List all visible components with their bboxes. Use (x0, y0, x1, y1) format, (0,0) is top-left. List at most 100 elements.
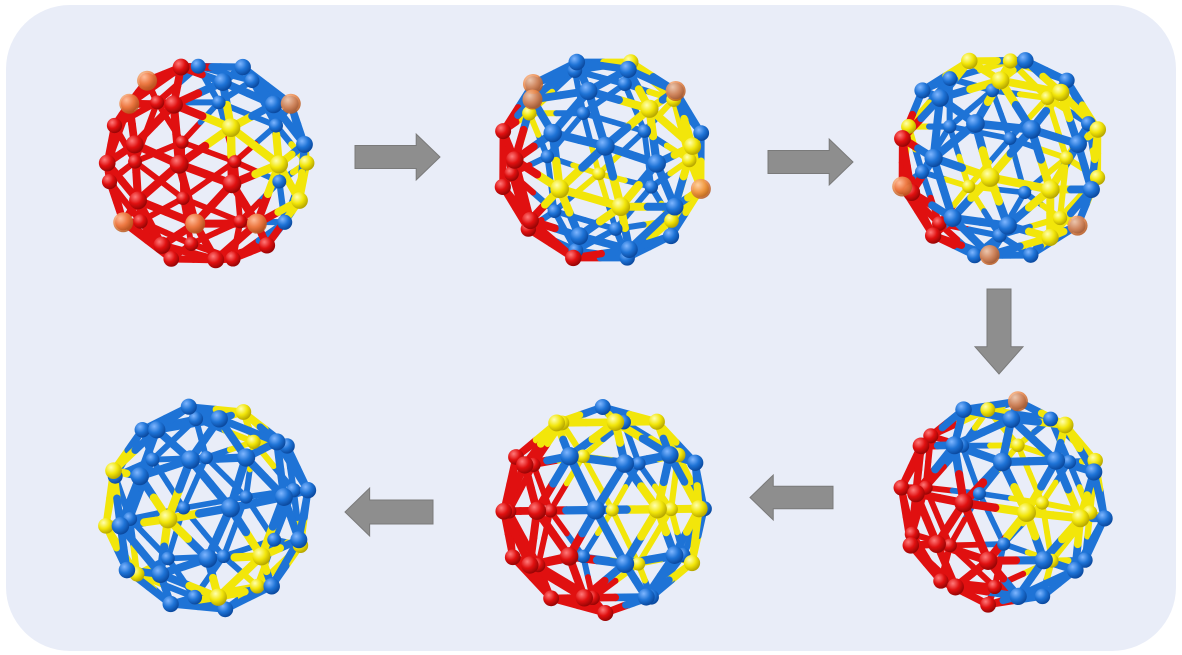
atom-blue (212, 95, 226, 110)
atom-blue (637, 124, 652, 138)
atom-blue (966, 114, 985, 133)
atom-yellow (299, 155, 315, 171)
atom-red (129, 191, 147, 210)
atom-yellow (221, 118, 241, 138)
atom-yellow (1035, 496, 1049, 510)
atom-yellow (1041, 180, 1060, 199)
atom-blue (220, 498, 240, 518)
atom-yellow (592, 167, 606, 181)
atom-red (543, 504, 558, 518)
atom-blue (177, 501, 191, 515)
atom-yellow (1002, 53, 1018, 69)
atom-blue (615, 454, 635, 473)
atom-red (494, 178, 511, 196)
atom-orange (246, 213, 267, 234)
atom-blue (945, 436, 964, 455)
atom-red (125, 135, 144, 154)
atom-blue (216, 549, 231, 564)
atom-blue (644, 180, 659, 194)
atom-blue (1085, 463, 1103, 481)
atom-red (228, 155, 242, 169)
atom-blue (277, 214, 293, 230)
atom-blue (272, 174, 287, 189)
atom-blue (687, 454, 704, 471)
atom-blue (576, 549, 590, 564)
atom-red (505, 151, 524, 169)
cluster-2 (494, 53, 711, 267)
atom-blue (586, 500, 606, 520)
arrow-1-2-arrow (354, 132, 441, 182)
atom-yellow (550, 179, 569, 199)
atom-blue (568, 53, 586, 71)
atom-red (978, 551, 998, 570)
atom-blue (1017, 185, 1032, 200)
atom-yellow (1041, 228, 1059, 247)
atom-yellow (576, 449, 590, 463)
atom-red (575, 589, 594, 607)
atom-blue (1096, 510, 1113, 527)
atom-yellow (1056, 416, 1074, 434)
atom-orange (522, 89, 543, 110)
cluster-4 (893, 391, 1113, 613)
atom-red (521, 211, 539, 230)
atom-yellow (690, 500, 708, 518)
atom-orange (1007, 391, 1028, 412)
atom-yellow (291, 192, 308, 209)
atom-blue (267, 532, 282, 547)
atom-blue (1003, 132, 1017, 146)
atom-blue (236, 448, 256, 467)
atom-red (902, 537, 920, 554)
atom-blue (1077, 552, 1093, 568)
atom-blue (660, 446, 679, 464)
atom-yellow (1089, 121, 1107, 138)
atom-yellow (269, 155, 289, 174)
atom-blue (914, 82, 931, 99)
atom-yellow (961, 179, 976, 194)
atom-red (893, 479, 910, 496)
atom-red (233, 214, 248, 229)
atom-red (504, 166, 519, 182)
atom-blue (637, 588, 655, 606)
atom-blue (1062, 454, 1077, 469)
atom-blue (543, 123, 562, 143)
atom-blue (111, 517, 130, 535)
atom-red (106, 117, 123, 134)
atom-red (172, 58, 190, 76)
atom-orange (1067, 215, 1088, 236)
atom-blue (1069, 135, 1087, 153)
atom-blue (187, 589, 203, 605)
atom-blue (967, 247, 983, 264)
cluster-1 (98, 58, 315, 269)
atom-yellow (664, 502, 678, 517)
atom-yellow (548, 414, 566, 432)
atom-blue (199, 450, 213, 465)
atom-blue (1009, 587, 1027, 605)
atom-blue (576, 106, 590, 120)
atom-red (987, 579, 1002, 595)
atom-red (943, 538, 957, 553)
atom-red (543, 590, 560, 607)
atom-blue (943, 208, 962, 227)
atom-orange (979, 245, 1000, 266)
atom-red (927, 535, 946, 554)
atom-yellow (105, 462, 122, 479)
atom-blue (931, 89, 949, 107)
atom-yellow (1017, 503, 1036, 522)
atom-yellow (1059, 151, 1074, 165)
cluster-5 (495, 399, 712, 621)
atom-blue (268, 118, 284, 133)
atom-blue (1046, 451, 1066, 470)
atom-red (222, 174, 242, 194)
atom-blue (213, 73, 232, 91)
atom-blue (942, 119, 957, 134)
atom-blue (198, 549, 218, 568)
atom-orange (185, 213, 206, 234)
atom-yellow (961, 52, 978, 70)
atom-blue (617, 76, 632, 92)
atom-red (176, 191, 190, 205)
atom-red (207, 251, 225, 269)
atom-blue (299, 482, 317, 499)
atom-blue (540, 149, 555, 164)
atom-blue (1016, 52, 1034, 69)
atom-blue (560, 447, 579, 466)
